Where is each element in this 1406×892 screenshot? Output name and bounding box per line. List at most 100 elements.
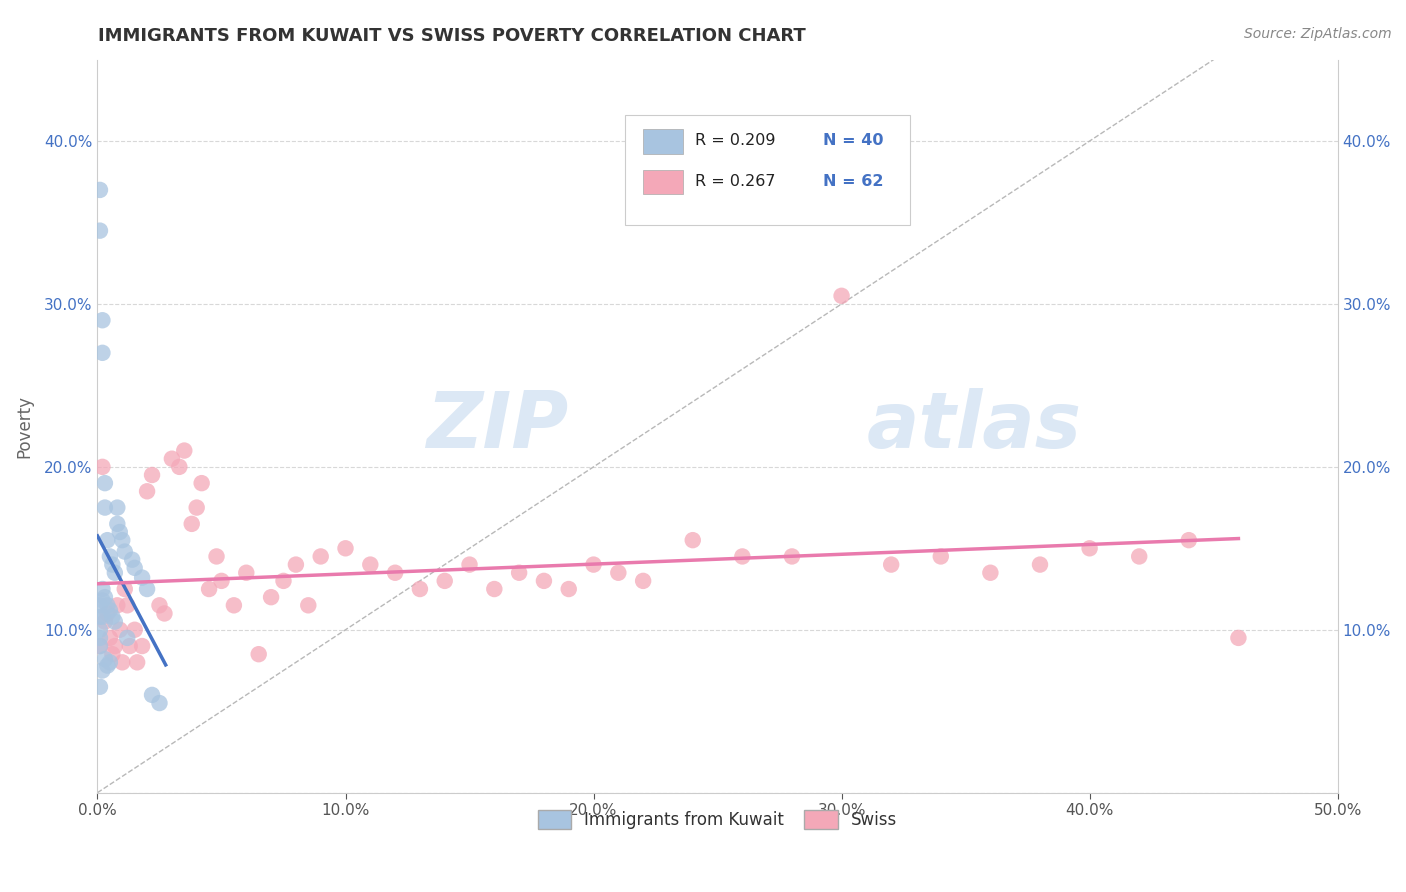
Point [124, 623, 146, 637]
Point [111, 656, 134, 670]
Point [91, 593, 114, 607]
Text: IMMIGRANTS FROM KUWAIT VS SWISS POVERTY CORRELATION CHART: IMMIGRANTS FROM KUWAIT VS SWISS POVERTY … [98, 27, 806, 45]
Point [111, 533, 134, 548]
Point [94, 476, 117, 491]
Point [91, 609, 114, 624]
Point [94, 590, 117, 604]
Point [108, 524, 131, 539]
Text: R = 0.209: R = 0.209 [695, 134, 776, 148]
Point [98, 549, 121, 564]
Point [141, 468, 163, 483]
Point [98, 656, 121, 670]
Point [273, 574, 295, 588]
Point [98, 603, 121, 617]
Point [484, 582, 506, 596]
Text: N = 62: N = 62 [823, 174, 883, 189]
Point [136, 582, 159, 596]
Point [94, 615, 117, 629]
Point [91, 664, 114, 678]
Point [780, 549, 803, 564]
Point [169, 459, 191, 474]
Point [89, 599, 111, 613]
Point [115, 599, 138, 613]
Point [153, 607, 176, 621]
Point [94, 652, 117, 666]
Point [190, 476, 212, 491]
Point [508, 566, 530, 580]
Point [731, 549, 754, 564]
Point [929, 549, 952, 564]
Point [148, 696, 170, 710]
Point [91, 313, 114, 327]
Point [309, 549, 332, 564]
Point [89, 609, 111, 624]
Point [205, 549, 228, 564]
Point [247, 647, 270, 661]
Point [458, 558, 481, 572]
Point [89, 631, 111, 645]
Point [533, 574, 555, 588]
Point [198, 582, 221, 596]
Point [160, 451, 183, 466]
Point [335, 541, 357, 556]
Point [1128, 549, 1150, 564]
Point [359, 558, 381, 572]
Text: R = 0.267: R = 0.267 [695, 174, 776, 189]
Point [384, 566, 406, 580]
FancyBboxPatch shape [643, 169, 683, 194]
Point [607, 566, 630, 580]
Point [682, 533, 704, 548]
Point [297, 599, 319, 613]
Point [433, 574, 456, 588]
Point [96, 607, 118, 621]
FancyBboxPatch shape [624, 114, 910, 225]
Point [96, 533, 118, 548]
Point [979, 566, 1001, 580]
Point [582, 558, 605, 572]
Point [105, 599, 128, 613]
Point [101, 647, 124, 661]
Point [96, 658, 118, 673]
Point [131, 639, 153, 653]
Point [118, 639, 141, 653]
Point [105, 516, 128, 531]
Point [101, 609, 124, 624]
Point [1029, 558, 1052, 572]
Point [880, 558, 903, 572]
Point [127, 656, 149, 670]
Point [1227, 631, 1250, 645]
Point [89, 639, 111, 653]
Point [89, 623, 111, 637]
Point [1178, 533, 1201, 548]
Point [235, 566, 257, 580]
Point [831, 289, 853, 303]
Text: N = 40: N = 40 [823, 134, 883, 148]
Point [141, 688, 163, 702]
Point [186, 500, 208, 515]
Point [1078, 541, 1101, 556]
Point [260, 590, 283, 604]
Point [89, 639, 111, 653]
Point [114, 544, 136, 558]
FancyBboxPatch shape [643, 129, 683, 154]
Text: ZIP: ZIP [426, 388, 569, 464]
Text: Source: ZipAtlas.com: Source: ZipAtlas.com [1244, 27, 1392, 41]
Point [558, 582, 581, 596]
Point [136, 484, 159, 499]
Point [211, 574, 233, 588]
Y-axis label: Poverty: Poverty [15, 394, 32, 458]
Point [108, 623, 131, 637]
Point [91, 459, 114, 474]
Point [104, 639, 127, 653]
Point [94, 500, 117, 515]
Point [131, 571, 153, 585]
Point [89, 680, 111, 694]
Point [89, 224, 111, 238]
Point [409, 582, 432, 596]
Point [148, 599, 170, 613]
Point [631, 574, 654, 588]
Point [121, 552, 143, 566]
Point [114, 582, 136, 596]
Point [104, 566, 127, 580]
Point [104, 615, 127, 629]
